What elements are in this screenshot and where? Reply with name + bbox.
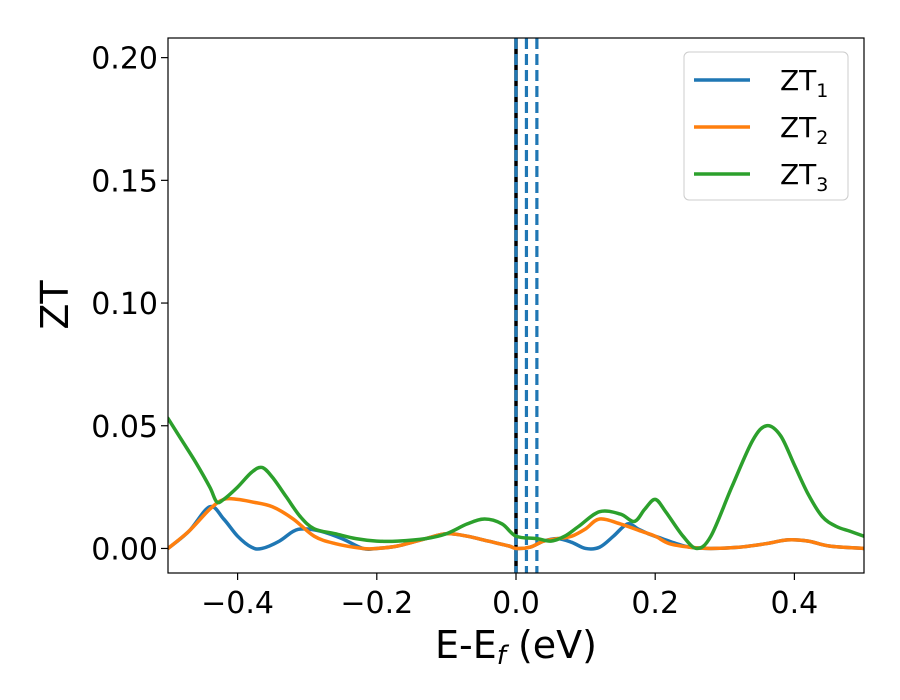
x-tick-label: 0.4 bbox=[771, 586, 819, 621]
x-tick-label: 0.2 bbox=[631, 586, 679, 621]
legend-box bbox=[683, 51, 849, 201]
legend-label-zt2: ZT2 bbox=[780, 111, 828, 149]
legend: ZT1 ZT2 ZT3 bbox=[683, 51, 849, 201]
y-tick-label: 0.15 bbox=[91, 164, 158, 199]
x-tick-label: −0.4 bbox=[201, 586, 274, 621]
y-axis-title: ZT bbox=[33, 280, 77, 330]
x-tick-label: −0.2 bbox=[340, 586, 413, 621]
legend-label-zt1: ZT1 bbox=[780, 64, 828, 102]
y-tick-label: 0.05 bbox=[91, 410, 158, 445]
x-tick-label: 0.0 bbox=[492, 586, 540, 621]
y-tick-label: 0.10 bbox=[91, 287, 158, 322]
legend-entries: ZT1 ZT2 ZT3 bbox=[694, 64, 828, 196]
y-tick-label: 0.00 bbox=[91, 532, 158, 567]
legend-label-zt3: ZT3 bbox=[780, 158, 828, 196]
y-axis: 0.00 0.05 0.10 0.15 0.20 bbox=[91, 42, 168, 567]
y-tick-label: 0.20 bbox=[91, 42, 158, 77]
series-layer bbox=[168, 416, 864, 552]
x-axis: −0.4 −0.2 0.0 0.2 0.4 bbox=[201, 573, 818, 621]
reference-lines bbox=[514, 38, 539, 573]
x-axis-title: E-Ef (eV) bbox=[435, 623, 597, 671]
series-line-zt3 bbox=[168, 416, 864, 551]
series-line-zt2 bbox=[168, 496, 864, 551]
